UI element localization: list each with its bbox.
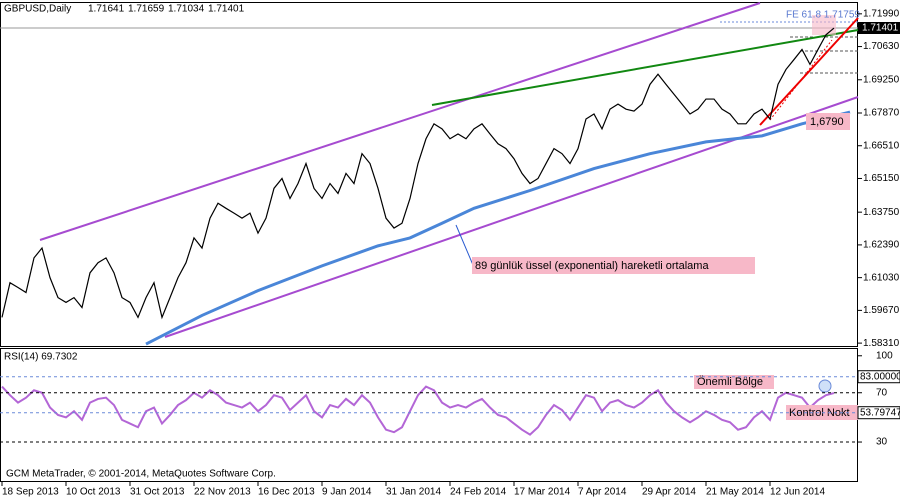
x-tick-label: 21 May 2014	[706, 487, 764, 498]
x-tick-label: 31 Oct 2013	[130, 487, 185, 498]
rsi-level-label: 83.00000	[860, 371, 900, 382]
price-tag-label: 1.71401	[862, 23, 899, 34]
zone-label: Önemli Bölge	[697, 376, 763, 388]
y-tick-label: 1.67870	[863, 108, 900, 119]
rsi-tick-label: 70	[876, 387, 888, 398]
rsi-level-tag	[857, 406, 900, 420]
y-tick-label: 1.66510	[863, 140, 900, 151]
y-tick-label: 1.61030	[863, 272, 900, 283]
y-tick-label: 1.69250	[863, 74, 900, 85]
x-tick-label: 16 Dec 2013	[258, 487, 315, 498]
level-box	[806, 113, 850, 130]
trend-line-dotted	[769, 39, 833, 121]
low: 1.71034	[168, 4, 205, 15]
x-tick-label: 22 Nov 2013	[194, 487, 251, 498]
pointer	[455, 224, 474, 266]
x-tick-label: 24 Feb 2014	[450, 487, 507, 498]
price-line	[1, 27, 835, 320]
copyright: GCM MetaTrader, © 2001-2014, MetaQuotes …	[6, 469, 276, 480]
rsi-level-tag	[857, 370, 900, 384]
price-panel	[0, 2, 858, 347]
y-tick-label: 1.65150	[863, 173, 900, 184]
x-tick-label: 7 Apr 2014	[578, 487, 627, 498]
trend-line	[431, 29, 859, 106]
price-tag	[858, 22, 900, 34]
channel-upper	[39, 2, 761, 241]
x-tick-label: 10 Oct 2013	[66, 487, 121, 498]
x-tick-label: 9 Jan 2014	[322, 487, 372, 498]
rsi-level-label: 53.79747	[860, 407, 900, 418]
x-tick-label: 29 Apr 2014	[642, 487, 696, 498]
fe-label: FE 61.8 1.71759	[786, 10, 860, 21]
rsi-title: RSI(14) 69.7302	[4, 352, 78, 363]
highlight	[812, 15, 836, 35]
high: 1.71659	[128, 4, 165, 15]
x-tick-label: 18 Sep 2013	[2, 487, 59, 498]
ema-note: 89 günlük üssel (exponential) hareketli …	[475, 260, 709, 272]
zone-box	[694, 375, 774, 389]
checkpoint-label: Kontrol Nokt	[789, 407, 850, 419]
y-tick-label: 1.62390	[863, 240, 900, 251]
symbol: GBPUSD,Daily	[4, 4, 71, 15]
x-tick-label: 12 Jun 2014	[770, 487, 825, 498]
close: 1.71401	[208, 4, 245, 15]
ema-note-box	[472, 257, 755, 274]
y-tick-label: 1.59670	[863, 305, 900, 316]
level-label: 1,6790	[810, 116, 844, 128]
ema-line	[145, 110, 851, 346]
rsi-tick-label: 30	[876, 437, 888, 448]
rsi-tick-label: 100	[876, 350, 893, 361]
y-tick-label: 1.58310	[863, 338, 900, 349]
y-tick-label: 1.63750	[863, 207, 900, 218]
y-tick-label: 1.71990	[863, 8, 900, 19]
x-tick-label: 31 Jan 2014	[386, 487, 441, 498]
x-tick-label: 17 Mar 2014	[514, 487, 571, 498]
trend-line-red	[759, 17, 859, 126]
rsi-line	[1, 385, 835, 436]
open: 1.71641	[88, 4, 125, 15]
y-tick-label: 1.70630	[863, 41, 900, 52]
marker	[818, 379, 832, 393]
